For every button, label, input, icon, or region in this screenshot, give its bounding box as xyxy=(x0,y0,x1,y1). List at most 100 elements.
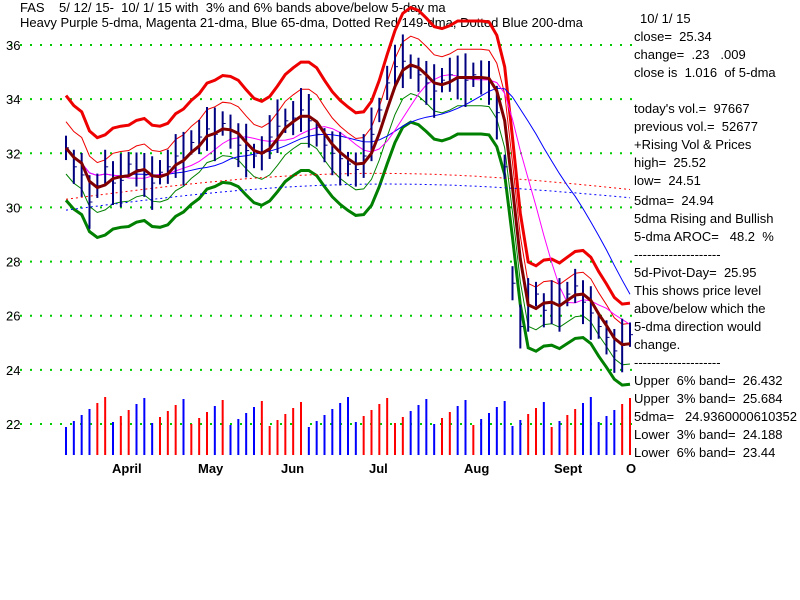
volume-bar xyxy=(284,414,287,455)
volume-bar xyxy=(401,417,404,455)
volume-bar xyxy=(621,404,624,455)
volume-bar xyxy=(331,409,334,455)
volume-bar xyxy=(394,423,396,455)
volume-bar xyxy=(417,405,420,455)
x-tick-label: Jul xyxy=(369,461,388,476)
x-tick-label: O xyxy=(626,461,636,476)
side-text-line: change= .23 .009 xyxy=(634,47,746,62)
side-text-line: 5d-Pivot-Day= 25.95 xyxy=(634,265,757,280)
volume-bar xyxy=(503,401,506,455)
side-text-line: 5-dma AROC= 48.2 % xyxy=(634,229,774,244)
volume-bar xyxy=(307,427,310,455)
dotted-red-149dma xyxy=(65,172,631,200)
side-text-line: close is 1.016 of 5-dma xyxy=(634,65,776,80)
volume-bar xyxy=(88,409,91,455)
volume-bar xyxy=(433,424,436,455)
blue-65dma xyxy=(65,87,631,295)
chart-header-line1: FAS 5/ 12/ 15- 10/ 1/ 15 with 3% and 6% … xyxy=(20,0,446,15)
x-tick-label: Sept xyxy=(554,461,583,476)
volume-bar xyxy=(386,398,389,455)
volume-bar xyxy=(292,408,295,455)
y-tick-label: 28 xyxy=(6,255,20,270)
upper-6pct-band xyxy=(64,5,631,306)
y-tick-label: 34 xyxy=(6,92,20,107)
x-tick-label: Jun xyxy=(281,461,304,476)
x-tick-label: Aug xyxy=(464,461,489,476)
side-text-line: above/below which the xyxy=(634,301,766,316)
volume-bar xyxy=(151,423,154,455)
side-text-line: 10/ 1/ 15 xyxy=(640,11,691,26)
side-text-line: Upper 6% band= 26.432 xyxy=(634,373,783,388)
volume-bar xyxy=(597,422,600,455)
volume-bar xyxy=(362,416,365,455)
volume-bar xyxy=(535,408,537,455)
volume-bar xyxy=(198,418,201,455)
volume-bar xyxy=(229,425,232,455)
volume-bar xyxy=(174,405,177,455)
purple-5dma xyxy=(64,63,631,347)
volume-bar xyxy=(378,404,381,455)
volume-bar xyxy=(315,421,318,455)
side-text-line: low= 24.51 xyxy=(634,173,701,188)
volume-bar xyxy=(409,411,412,455)
volume-bar xyxy=(495,407,498,455)
volume-bar xyxy=(605,416,608,455)
volume-bar xyxy=(166,411,169,455)
volume-bar xyxy=(143,398,146,455)
dotted-blue-200dma xyxy=(65,183,631,211)
side-text-line: 5dma Rising and Bullish xyxy=(634,211,774,226)
x-tick-label: April xyxy=(112,461,142,476)
side-text-line: -------------------- xyxy=(634,247,721,262)
volume-bar xyxy=(268,426,271,455)
volume-bar xyxy=(245,413,248,455)
y-tick-label: 32 xyxy=(6,146,20,161)
volume-bar xyxy=(448,412,451,455)
volume-bar xyxy=(527,414,530,455)
volume-bar xyxy=(550,427,553,455)
side-text-line: close= 25.34 xyxy=(634,29,712,44)
volume-bar xyxy=(135,404,138,455)
y-tick-label: 24 xyxy=(6,363,20,378)
volume-bar xyxy=(488,413,490,455)
volume-bar xyxy=(159,417,161,455)
y-tick-label: 36 xyxy=(6,38,20,53)
volume-bar xyxy=(464,400,467,455)
volume-bar xyxy=(119,416,122,455)
x-tick-label: May xyxy=(198,461,224,476)
volume-bar xyxy=(65,427,67,455)
upper-3pct-band xyxy=(65,35,631,325)
volume-bar xyxy=(127,410,130,455)
volume-bar xyxy=(425,399,428,455)
volume-bar xyxy=(339,403,342,455)
volume-bar xyxy=(221,400,224,455)
y-tick-label: 30 xyxy=(6,200,20,215)
volume-bar xyxy=(323,415,326,455)
volume-bar xyxy=(72,421,75,455)
volume-bar xyxy=(206,412,208,455)
side-text-line: Lower 3% band= 24.188 xyxy=(634,427,783,442)
volume-bar xyxy=(566,415,569,455)
volume-bar xyxy=(112,422,114,455)
lower-6pct-band xyxy=(64,120,631,387)
volume-bar xyxy=(480,419,483,455)
volume-bar xyxy=(370,410,373,455)
side-text-line: This shows price level xyxy=(634,283,762,298)
volume-bar xyxy=(96,403,99,455)
volume-bar xyxy=(441,418,443,455)
volume-bar xyxy=(582,403,584,455)
volume-bar xyxy=(213,406,216,455)
volume-bar xyxy=(253,407,255,455)
volume-bar xyxy=(574,409,577,455)
volume-bar xyxy=(276,420,279,455)
volume-bar xyxy=(182,399,185,455)
chart-header-line2: Heavy Purple 5-dma, Magenta 21-dma, Blue… xyxy=(20,15,583,30)
volume-bar xyxy=(260,401,263,455)
volume-bar xyxy=(456,406,459,455)
volume-bar xyxy=(80,415,83,455)
volume-bar xyxy=(104,397,107,455)
side-text-line: change. xyxy=(634,337,681,352)
volume-bar xyxy=(519,420,522,455)
lower-3pct-band xyxy=(65,92,631,366)
volume-bar xyxy=(190,424,193,455)
